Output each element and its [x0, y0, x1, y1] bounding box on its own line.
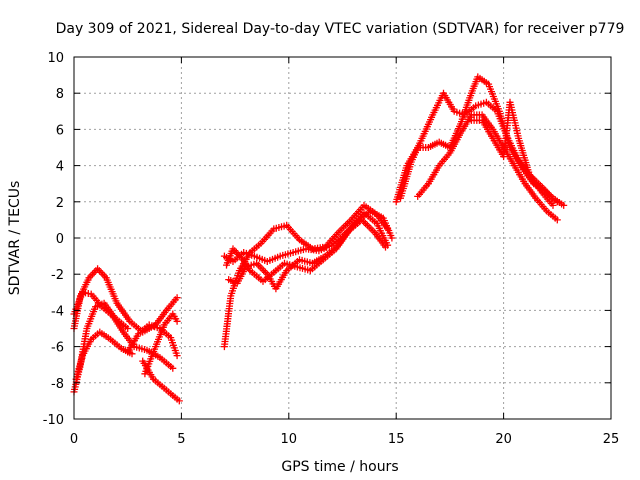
x-axis-tick-labels: 0 5 10 15 20 25 [70, 432, 619, 447]
data-point [128, 350, 136, 358]
y-tick-label: 6 [56, 123, 64, 138]
y-tick-label: -2 [51, 268, 64, 283]
series-line [223, 204, 389, 347]
data-point [124, 325, 132, 332]
data-point [175, 397, 183, 405]
data-point [382, 243, 389, 251]
series-track-5 [124, 321, 181, 360]
data-point [388, 234, 396, 242]
data-point [173, 352, 181, 360]
grid-lines [74, 57, 611, 419]
x-axis-label: GPS time / hours [281, 459, 398, 475]
y-axis-tick-labels: -10 -8 -6 -4 -2 0 2 4 6 8 10 [43, 51, 64, 428]
y-tick-label: 10 [47, 51, 64, 66]
x-tick-label: 10 [281, 432, 298, 447]
data-point [169, 364, 177, 372]
y-axis-label: SDTVAR / TECUs [7, 181, 23, 296]
data-point [173, 317, 181, 325]
y-tick-label: -4 [51, 304, 64, 319]
x-tick-label: 15 [388, 432, 405, 447]
x-tick-label: 25 [603, 432, 620, 447]
data-point [173, 294, 181, 302]
y-tick-label: 4 [56, 160, 64, 175]
series-track-7 [141, 310, 181, 378]
data-point [553, 216, 561, 224]
data-point [549, 201, 557, 209]
y-tick-label: 8 [56, 87, 64, 102]
series-track-6 [139, 357, 183, 405]
axis-ticks [73, 56, 612, 420]
y-tick-label: -10 [43, 413, 64, 428]
y-tick-label: 0 [56, 232, 64, 247]
y-tick-label: 2 [56, 196, 64, 211]
x-tick-label: 5 [177, 432, 185, 447]
chart-title: Day 309 of 2021, Sidereal Day-to-day VTE… [56, 21, 625, 37]
y-tick-label: -6 [51, 341, 64, 356]
data-series-layer [70, 73, 568, 405]
series-track-11 [223, 216, 389, 285]
series-track-15 [467, 98, 557, 209]
data-point [560, 201, 568, 209]
x-tick-label: 20 [495, 432, 512, 447]
data-point [384, 225, 392, 233]
series-track-4 [72, 328, 136, 383]
y-tick-label: -8 [51, 377, 64, 392]
x-tick-label: 0 [70, 432, 78, 447]
